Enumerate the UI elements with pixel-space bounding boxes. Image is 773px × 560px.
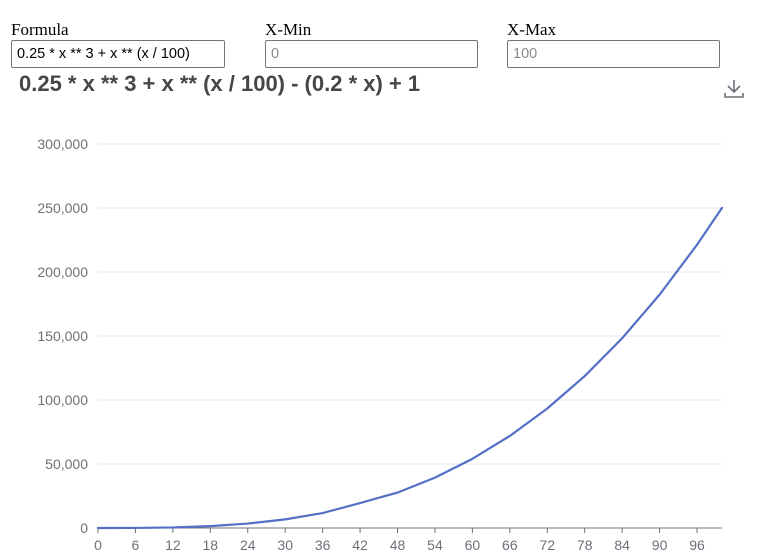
xmax-field: X-Max xyxy=(507,20,720,68)
x-tick-label: 6 xyxy=(132,537,140,553)
x-tick-label: 84 xyxy=(614,537,630,553)
y-tick-label: 200,000 xyxy=(37,264,88,280)
xmin-field: X-Min xyxy=(265,20,478,68)
x-tick-label: 24 xyxy=(240,537,256,553)
x-tick-label: 90 xyxy=(652,537,668,553)
x-tick-label: 54 xyxy=(427,537,443,553)
xmax-input[interactable] xyxy=(507,40,720,68)
xmin-label: X-Min xyxy=(265,20,312,39)
chart-title: 0.25 * x ** 3 + x ** (x / 100) - (0.2 * … xyxy=(19,71,421,96)
series-line xyxy=(96,206,724,530)
x-tick-label: 42 xyxy=(352,537,368,553)
y-tick-label: 300,000 xyxy=(37,136,88,152)
x-tick-label: 30 xyxy=(277,537,293,553)
download-icon xyxy=(724,80,744,98)
formula-label: Formula xyxy=(11,20,69,39)
x-tick-label: 18 xyxy=(203,537,219,553)
x-tick-label: 60 xyxy=(465,537,481,553)
formula-input[interactable] xyxy=(11,40,225,68)
download-button[interactable] xyxy=(723,77,745,99)
x-tick-label: 72 xyxy=(539,537,555,553)
y-tick-label: 250,000 xyxy=(37,200,88,216)
y-tick-label: 0 xyxy=(80,520,88,536)
xmin-input[interactable] xyxy=(265,40,478,68)
y-tick-label: 100,000 xyxy=(37,392,88,408)
x-tick-label: 96 xyxy=(689,537,705,553)
formula-field: Formula xyxy=(11,20,225,68)
x-tick-label: 66 xyxy=(502,537,518,553)
y-tick-label: 50,000 xyxy=(45,456,88,472)
x-tick-label: 0 xyxy=(94,537,102,553)
x-tick-label: 36 xyxy=(315,537,331,553)
y-tick-label: 150,000 xyxy=(37,328,88,344)
x-tick-label: 48 xyxy=(390,537,406,553)
series-layer xyxy=(96,206,724,530)
xmax-label: X-Max xyxy=(507,20,557,39)
grid-lines xyxy=(98,143,722,465)
x-axis: 0 6 12 18 24 30 36 42 48 54 60 66 72 78 84 90 96 xyxy=(94,527,722,553)
y-axis-labels: 0 50,000 100,000 150,000 200,000 250,000 300,0… xyxy=(37,136,88,536)
x-tick-label: 12 xyxy=(165,537,181,553)
x-tick-label: 78 xyxy=(577,537,593,553)
